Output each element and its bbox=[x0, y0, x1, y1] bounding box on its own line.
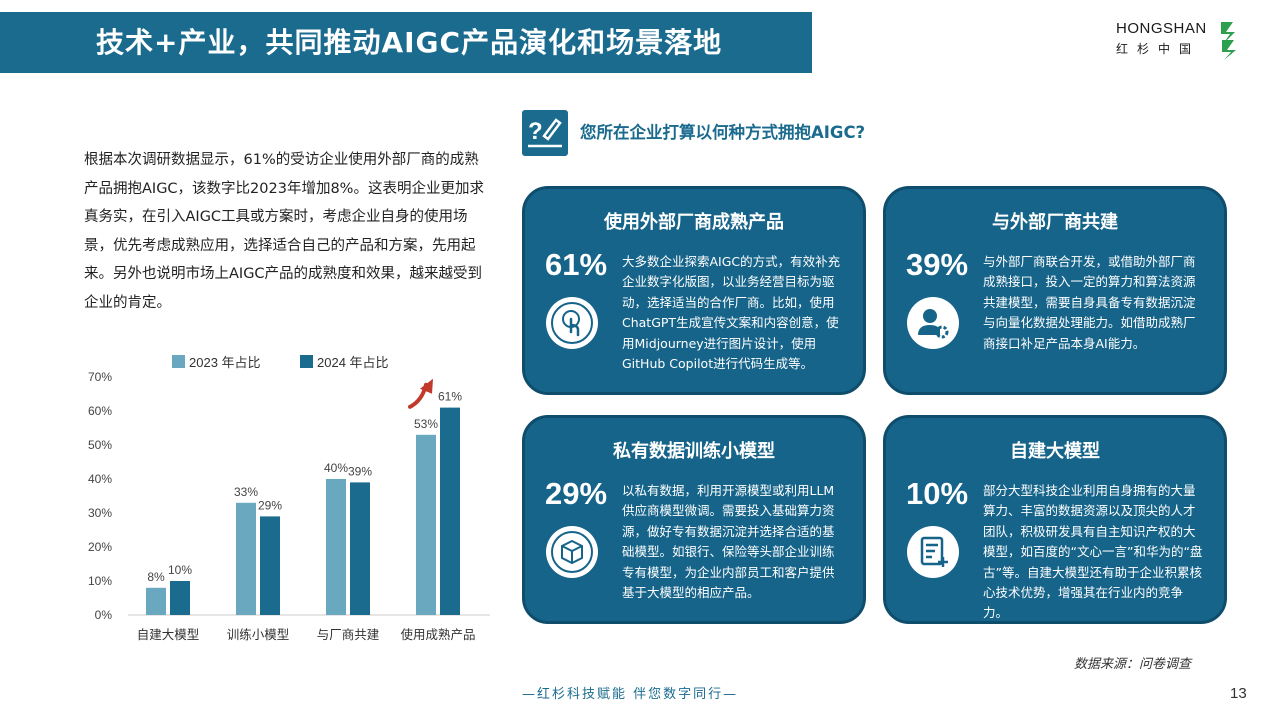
svg-text:?: ? bbox=[528, 118, 543, 145]
legend-swatch bbox=[172, 355, 185, 368]
legend-label: 2023 年占比 bbox=[189, 355, 261, 370]
bar-2023 bbox=[326, 479, 346, 615]
card-title: 私有数据训练小模型 bbox=[613, 441, 775, 462]
card-title: 自建大模型 bbox=[1010, 441, 1100, 462]
bar-2024 bbox=[260, 516, 280, 615]
logo-en: HONGSHAN bbox=[1116, 20, 1207, 37]
card-percent: 29% bbox=[545, 476, 608, 511]
data-label: 39% bbox=[348, 464, 372, 478]
footer-slogan: —红杉科技赋能 伴您数字同行— bbox=[522, 687, 739, 702]
bar-chart: 0%10%20%30%40%50%60%70%8% 10%自建大模型33%29%训… bbox=[88, 355, 490, 642]
document-icon bbox=[907, 526, 959, 578]
y-tick-label: 40% bbox=[88, 472, 112, 486]
data-label: 29% bbox=[258, 498, 282, 512]
logo: HONGSHAN 红杉中国 bbox=[1116, 20, 1240, 60]
bar-2023 bbox=[236, 502, 256, 615]
data-label: 33% bbox=[234, 485, 258, 499]
card-percent: 10% bbox=[906, 476, 969, 511]
data-label: 61% bbox=[438, 390, 462, 404]
logo-mark-icon bbox=[1221, 22, 1236, 60]
y-tick-label: 20% bbox=[88, 540, 112, 554]
legend-swatch bbox=[300, 355, 313, 368]
growth-arrow-head-icon bbox=[420, 378, 433, 394]
bar-2023 bbox=[146, 587, 166, 615]
data-label: 40% bbox=[324, 461, 348, 475]
data-label: 8% bbox=[147, 570, 165, 584]
x-tick-label: 使用成熟产品 bbox=[400, 627, 475, 642]
card-percent: 39% bbox=[906, 247, 969, 282]
data-label: 53% bbox=[414, 417, 438, 431]
question-icon: ? bbox=[522, 110, 568, 156]
title-bar: 技术+产业，共同推动AIGC产品演化和场景落地 bbox=[0, 12, 812, 73]
card-title: 使用外部厂商成熟产品 bbox=[604, 212, 784, 233]
card-description: 大多数企业探索AIGC的方式，有效补充企业数字化版图，以业务经营目标为驱动，选择… bbox=[622, 254, 841, 372]
card-description: 部分大型科技企业利用自身拥有的大量算力、丰富的数据资源以及顶尖的人才团队，积极研… bbox=[983, 483, 1203, 621]
y-tick-label: 0% bbox=[95, 608, 113, 622]
y-tick-label: 50% bbox=[88, 438, 112, 452]
bar-2023 bbox=[416, 434, 436, 615]
card-description: 与外部厂商联合开发，或借助外部厂商成熟接口，投入一定的算力和算法资源共建模型，需… bbox=[983, 254, 1196, 351]
cube-icon bbox=[546, 526, 598, 578]
x-tick-label: 自建大模型 bbox=[137, 628, 200, 642]
intro-text: 根据本次调研数据显示，61%的受访企业使用外部厂商的成熟产品拥抱AIGC，该数字… bbox=[84, 152, 484, 311]
user-gear-icon bbox=[907, 297, 959, 349]
y-tick-label: 10% bbox=[88, 574, 112, 588]
data-source: 数据来源：问卷调查 bbox=[1074, 657, 1192, 672]
y-tick-label: 70% bbox=[88, 370, 112, 384]
x-tick-label: 训练小模型 bbox=[227, 627, 290, 642]
y-tick-label: 30% bbox=[88, 506, 112, 520]
page-number: 13 bbox=[1230, 685, 1247, 702]
data-label: 10% bbox=[168, 563, 192, 577]
bar-2024 bbox=[440, 407, 460, 615]
card-self-built-model: 自建大模型 10% 部分大型科技企业利用自身拥有的大量算力、丰富的数据资源以及顶… bbox=[883, 415, 1227, 624]
card-title: 与外部厂商共建 bbox=[992, 212, 1118, 233]
legend-label: 2024 年占比 bbox=[317, 355, 389, 370]
bar-2024 bbox=[170, 581, 190, 615]
y-tick-label: 60% bbox=[88, 404, 112, 418]
bar-2024 bbox=[350, 482, 370, 615]
card-percent: 61% bbox=[545, 247, 608, 282]
logo-cn: 红杉中国 bbox=[1116, 42, 1201, 56]
page-title: 技术+产业，共同推动AIGC产品演化和场景落地 bbox=[96, 26, 723, 59]
card-private-small-model: 私有数据训练小模型 29% 以私有数据，利用开源模型或利用LLM供应商模型微调。… bbox=[522, 415, 866, 624]
question-heading: 您所在企业打算以何种方式拥抱AIGC? bbox=[580, 123, 866, 142]
x-tick-label: 与厂商共建 bbox=[317, 627, 380, 642]
card-external-products: 使用外部厂商成熟产品 61% 大多数企业探索AIGC的方式，有效补充企业数字化版… bbox=[522, 186, 866, 395]
touch-icon bbox=[546, 297, 598, 349]
card-description: 以私有数据，利用开源模型或利用LLM供应商模型微调。需要投入基础算力资源，做好专… bbox=[622, 483, 835, 601]
card-co-build: 与外部厂商共建 39% 与外部厂商联合开发，或借助外部厂商成熟接口，投入一定的算… bbox=[883, 186, 1227, 395]
